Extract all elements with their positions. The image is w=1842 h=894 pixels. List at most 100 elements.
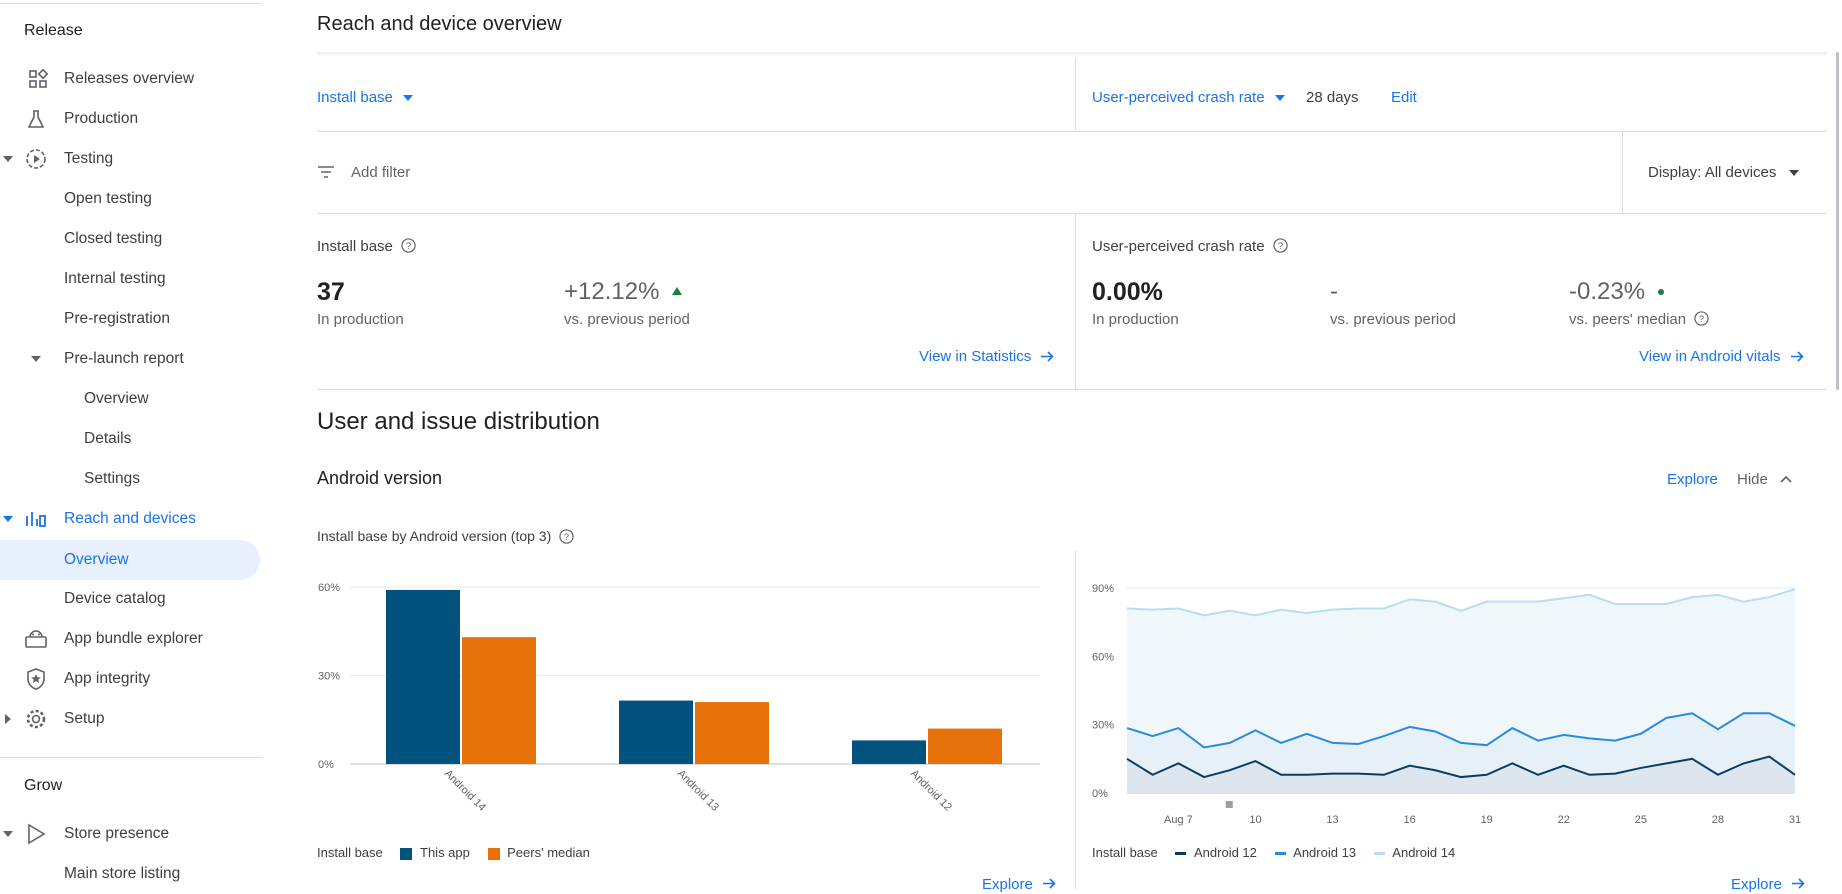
install-base-value: 37: [317, 278, 345, 306]
sidebar-item-reach-and-devices[interactable]: Reach and devices: [0, 499, 260, 539]
android-version-title: Android version: [317, 468, 443, 488]
y-tick-label: 30%: [318, 671, 340, 683]
bar-chart-icon: [24, 507, 48, 531]
caret-down-icon[interactable]: [30, 353, 42, 365]
sidebar-item-device-catalog[interactable]: Device catalog: [0, 579, 260, 619]
play-store-icon: [24, 822, 48, 846]
peer-diff-label: vs. peers' median: [1569, 311, 1687, 328]
line-legend-title: Install base: [1092, 845, 1158, 860]
install-base-dropdown-label: Install base: [317, 89, 393, 106]
sidebar-item-label: Device catalog: [64, 590, 166, 607]
sidebar-item-app-bundle-explorer[interactable]: App bundle explorer: [0, 619, 260, 659]
peer-diff-value: -0.23%: [1569, 278, 1646, 305]
caret-down-icon[interactable]: [2, 828, 14, 840]
android-bundle-icon: [24, 627, 48, 651]
bar-android-13-0: [619, 700, 693, 764]
display-dropdown[interactable]: Display: All devices: [1648, 164, 1799, 181]
svg-text:?: ?: [564, 532, 569, 542]
explore-bottom-right[interactable]: Explore: [1731, 876, 1805, 893]
x-tick-label: Android 14: [442, 768, 488, 814]
legend-swatch-android14: [1373, 852, 1385, 856]
chart-heading: Install base by Android version (top 3) …: [317, 528, 574, 544]
sidebar-item-prelaunch-settings[interactable]: Settings: [0, 459, 260, 499]
svg-text:?: ?: [406, 241, 411, 251]
caret-right-icon[interactable]: [2, 713, 14, 725]
explore-link[interactable]: Explore: [1667, 471, 1718, 488]
install-change: +12.12%: [564, 278, 683, 306]
sidebar-item-open-testing[interactable]: Open testing: [0, 179, 260, 219]
caret-down-icon[interactable]: [2, 153, 14, 165]
caret-down-icon: [1781, 164, 1799, 181]
bar-legend-title: Install base: [317, 845, 383, 860]
crash-rate-value: 0.00%: [1092, 278, 1163, 306]
sidebar-item-store-presence[interactable]: Store presence: [0, 814, 260, 854]
arrow-right-icon: [1037, 876, 1056, 893]
sidebar-item-label: Overview: [84, 390, 149, 407]
hide-button[interactable]: Hide: [1737, 471, 1792, 488]
help-icon[interactable]: ?: [397, 238, 416, 255]
caret-down-icon[interactable]: [2, 513, 14, 525]
y-tick-label: 30%: [1092, 720, 1114, 732]
sidebar-item-label: Pre-launch report: [64, 350, 184, 367]
install-change-value: +12.12%: [564, 278, 660, 305]
distribution-title: User and issue distribution: [317, 408, 600, 435]
x-tick-label: 16: [1403, 814, 1415, 826]
sidebar-item-pre-launch-report[interactable]: Pre-launch report: [0, 339, 260, 379]
sidebar-item-closed-testing[interactable]: Closed testing: [0, 219, 260, 259]
edit-link[interactable]: Edit: [1391, 89, 1417, 106]
crash-rate-dropdown[interactable]: User-perceived crash rate: [1092, 89, 1285, 106]
install-card-title-text: Install base: [317, 238, 393, 255]
peer-diff: -0.23%: [1569, 278, 1664, 306]
sidebar-item-testing[interactable]: Testing: [0, 139, 260, 179]
scrollbar[interactable]: [1836, 52, 1839, 390]
view-in-android-vitals-link[interactable]: View in Android vitals: [1639, 348, 1804, 365]
sidebar-item-label: Internal testing: [64, 270, 166, 287]
crash-card-title: User-perceived crash rate ?: [1092, 238, 1288, 255]
flask-icon: [24, 107, 48, 131]
bar-android-12-1: [928, 728, 1002, 764]
help-icon[interactable]: ?: [555, 528, 574, 544]
y-tick-label: 0%: [1092, 788, 1108, 800]
bar-legend: Install base This app Peers' median: [317, 845, 590, 860]
gear-icon: [24, 707, 48, 731]
x-tick-label: Android 12: [908, 768, 954, 814]
sidebar: Release Releases overview Production Tes…: [0, 0, 262, 889]
x-tick-label: Android 13: [675, 768, 721, 814]
filter-icon[interactable]: [318, 165, 334, 183]
sidebar-item-reach-overview[interactable]: Overview: [0, 540, 260, 580]
line-android-13: [1126, 712, 1796, 749]
sidebar-item-production[interactable]: Production: [0, 99, 260, 139]
y-tick-label: 60%: [1092, 651, 1114, 663]
sidebar-item-app-integrity[interactable]: App integrity: [0, 659, 260, 699]
x-tick-label: 28: [1712, 814, 1724, 826]
x-tick-label: 31: [1789, 814, 1801, 826]
legend-swatch-peers: [487, 847, 500, 860]
card-bottom-divider: [317, 389, 1827, 390]
view-in-statistics-link[interactable]: View in Statistics: [919, 348, 1055, 365]
sidebar-item-label: Testing: [64, 150, 114, 167]
crash-change-label: vs. previous period: [1330, 311, 1456, 328]
crash-rate-dropdown-label: User-perceived crash rate: [1092, 89, 1265, 106]
line-android-12: [1126, 755, 1796, 779]
status-dot-icon: [1652, 278, 1664, 305]
bar-android-14-0: [386, 589, 460, 764]
line-android-14: [1126, 588, 1796, 617]
help-icon[interactable]: ?: [1690, 311, 1709, 328]
explore-bottom-left[interactable]: Explore: [982, 876, 1056, 893]
sidebar-item-label: Details: [84, 430, 132, 447]
sidebar-item-pre-registration[interactable]: Pre-registration: [0, 299, 260, 339]
sidebar-item-internal-testing[interactable]: Internal testing: [0, 259, 260, 299]
period-label: 28 days: [1306, 89, 1359, 106]
sidebar-item-main-store-listing[interactable]: Main store listing: [0, 854, 260, 894]
install-change-label: vs. previous period: [564, 311, 690, 328]
sidebar-item-releases-overview[interactable]: Releases overview: [0, 59, 260, 99]
sidebar-item-setup[interactable]: Setup: [0, 699, 260, 739]
arrow-up-icon: [666, 278, 683, 305]
add-filter-input[interactable]: Add filter: [351, 164, 411, 181]
peer-diff-label-row: vs. peers' median ?: [1569, 311, 1709, 328]
sidebar-item-prelaunch-details[interactable]: Details: [0, 419, 260, 459]
sidebar-item-label: Setup: [64, 710, 105, 727]
help-icon[interactable]: ?: [1269, 238, 1288, 255]
sidebar-item-prelaunch-overview[interactable]: Overview: [0, 379, 260, 419]
install-base-dropdown[interactable]: Install base: [317, 89, 414, 106]
